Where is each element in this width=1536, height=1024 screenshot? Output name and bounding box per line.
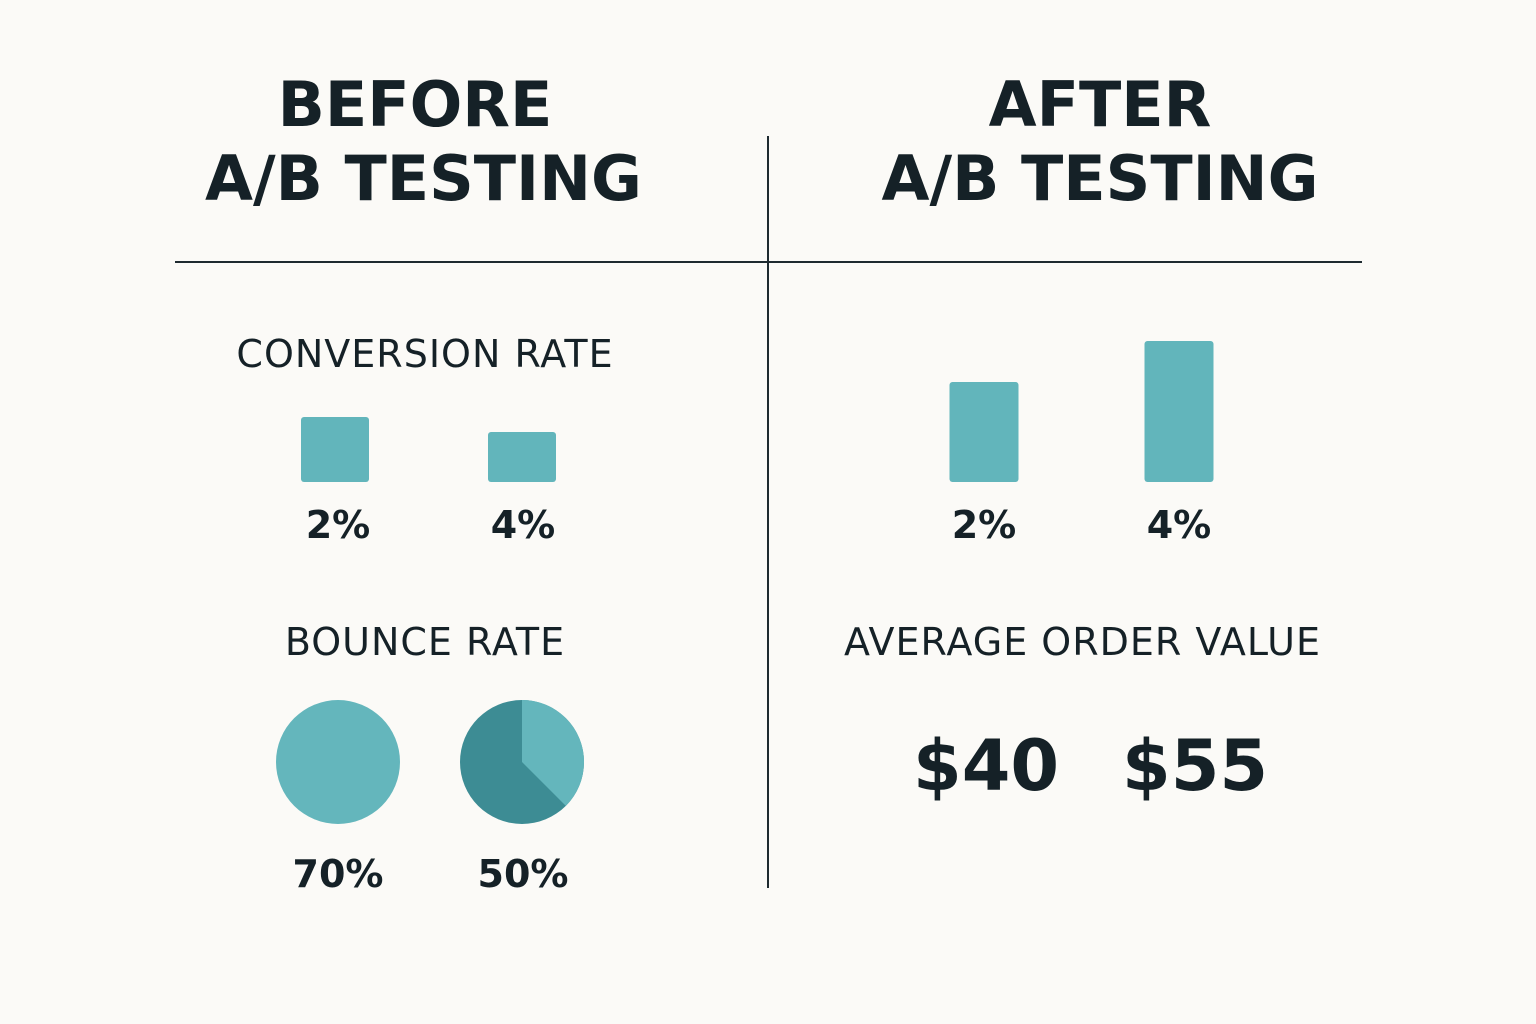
before-conversion-value-2: 4%: [490, 503, 556, 547]
after-conversion-bar-1: [949, 382, 1019, 482]
bounce-rate-label: BOUNCE RATE: [284, 620, 566, 664]
after-conversion-value-1: 2%: [951, 503, 1017, 547]
before-heading-line2: A/B TESTING: [205, 142, 642, 215]
after-heading-line2: A/B TESTING: [881, 142, 1319, 215]
after-heading-line1: AFTER: [988, 68, 1212, 141]
bounce-rate-pie-1: [276, 700, 400, 824]
average-order-value-label: AVERAGE ORDER VALUE: [843, 620, 1322, 664]
before-conversion-value-1: 2%: [305, 503, 371, 547]
before-conversion-bar-2: [488, 432, 556, 482]
bounce-rate-pie-2-wedge: [522, 700, 584, 806]
order-value-after: $55: [1122, 725, 1269, 807]
bounce-rate-value-2: 50%: [477, 852, 569, 896]
conversion-rate-label: CONVERSION RATE: [236, 332, 614, 376]
after-heading: AFTER A/B TESTING: [880, 68, 1320, 216]
bounce-rate-value-1: 70%: [292, 852, 384, 896]
before-conversion-bar-1: [301, 417, 369, 482]
vertical-divider: [767, 136, 769, 888]
order-value-before: $40: [913, 725, 1060, 807]
horizontal-divider: [175, 261, 1362, 263]
before-heading-line1: BEFORE: [277, 68, 553, 141]
after-conversion-bar-2: [1144, 341, 1214, 482]
after-conversion-value-2: 4%: [1146, 503, 1212, 547]
before-heading: BEFORE A/B TESTING: [205, 68, 642, 216]
